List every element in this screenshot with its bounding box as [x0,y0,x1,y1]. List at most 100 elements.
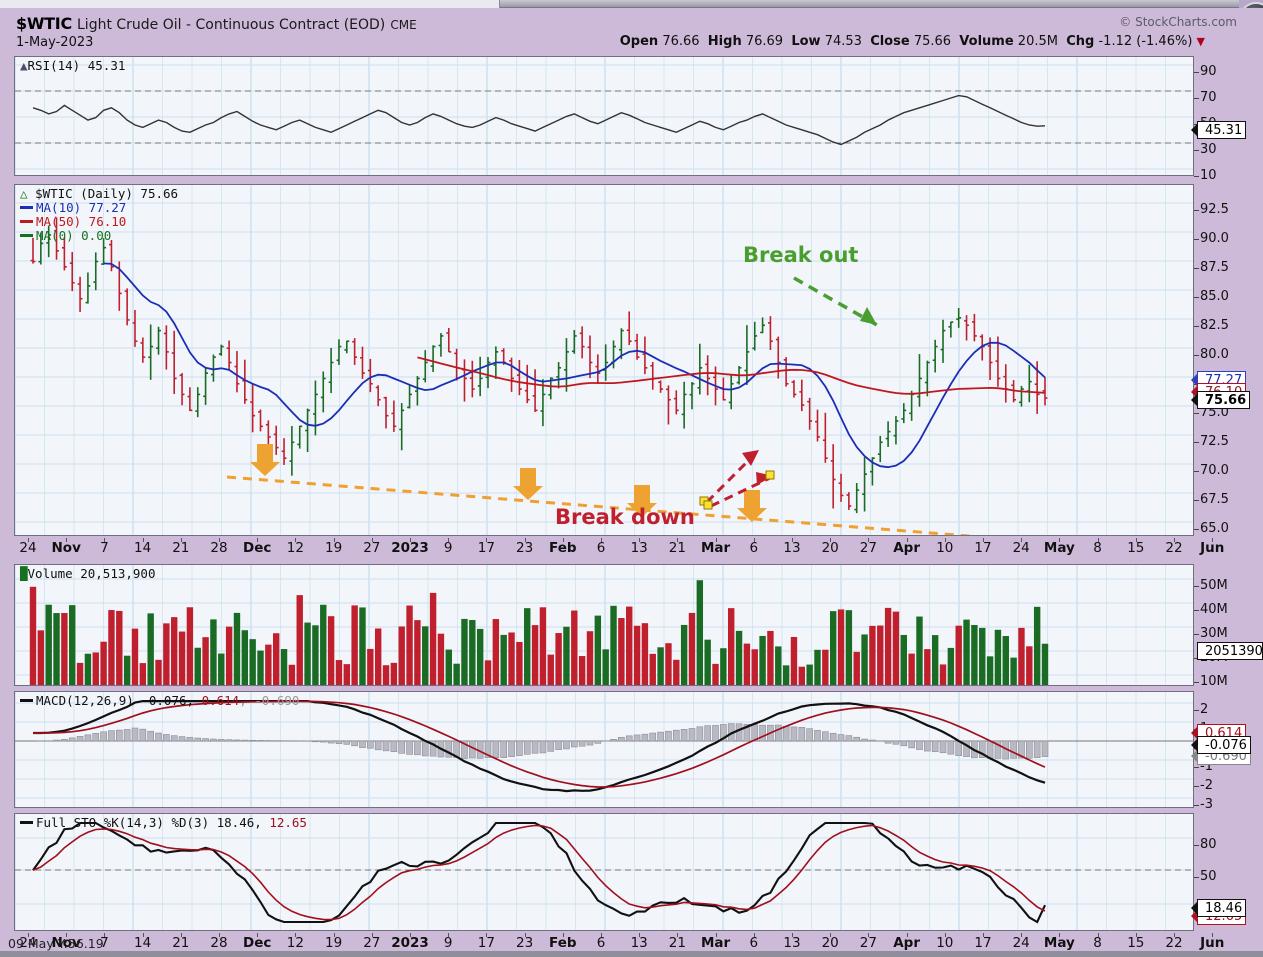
sto-legend-d: 12.65 [269,815,307,830]
quote-low-label: Low [791,34,820,49]
price-sparkline-icon: △ [20,186,28,201]
date-label-apr: Apr [893,935,920,951]
annotation-break-down[interactable]: Break down [555,505,695,529]
quote-chg-value: -1.12 (-1.46%) [1098,34,1192,49]
price-tick-80.0: 80.0 [1200,347,1229,362]
volume-panel[interactable]: █Volume 20,513,900 [14,564,1194,686]
date-label-2023: 2023 [391,540,429,556]
date-label-apr: Apr [893,540,920,556]
sto-legend: Full STO %K(14,3) %D(3) 18.46, 12.65 [20,816,307,830]
date-label-22: 22 [1165,540,1182,556]
ma0-legend: MA(0) 0.00 [36,228,111,243]
date-label-7: 7 [100,540,109,556]
date-label-mar: Mar [701,935,730,951]
chart-header: $WTIC Light Crude Oil - Continuous Contr… [16,14,417,33]
date-label-mar: Mar [701,540,730,556]
vol-tick-50m: 50M [1200,578,1228,593]
date-label-8: 8 [1093,540,1102,556]
quote-high-label: High [708,34,742,49]
date-label-dec: Dec [243,540,271,556]
macd-tick-m2: -2 [1200,778,1213,793]
price-tick-67.5: 67.5 [1200,492,1229,507]
price-tick-72.5: 72.5 [1200,434,1229,449]
date-label-14: 14 [134,540,151,556]
macd-legend-signal: 0.614 [202,693,240,708]
date-label-may: May [1044,935,1075,951]
price-tick-65.0: 65.0 [1200,521,1229,536]
date-label-27: 27 [860,540,877,556]
macd-legend-hist: , -0.690 [239,693,299,708]
date-label-17: 17 [974,540,991,556]
rsi-tick-30: 30 [1200,142,1217,157]
price-panel[interactable]: △ $WTIC (Daily) 75.66 MA(10) 77.27 MA(50… [14,184,1194,536]
sto-k-box: 18.46 [1197,899,1246,917]
vol-tick-30m: 30M [1200,626,1228,641]
date-label-jun: Jun [1200,540,1224,556]
price-tick-92.5: 92.5 [1200,202,1229,217]
chart-sheet: $WTIC Light Crude Oil - Continuous Contr… [0,8,1263,951]
symbol-exchange: CME [390,18,416,32]
ma50-swatch-icon [20,220,33,223]
date-label-24: 24 [1013,935,1030,951]
stochastics-y-axis: 80 50 20 12.65 18.46 [1194,813,1258,931]
rsi-legend-text: RSI(14) 45.31 [28,58,126,73]
volume-value-box: 20513900 [1197,642,1263,660]
symbol-name: Light Crude Oil - Continuous Contract (E… [77,17,385,33]
annotation-break-out[interactable]: Break out [743,243,858,267]
quote-close-label: Close [870,34,909,49]
rsi-tick-70: 70 [1200,90,1217,105]
date-label-13: 13 [631,540,648,556]
date-label-28: 28 [210,935,227,951]
date-label-22: 22 [1165,935,1182,951]
price-tick-70.0: 70.0 [1200,463,1229,478]
date-label-17: 17 [974,935,991,951]
ma10-swatch-icon [20,206,33,209]
date-label-feb: Feb [549,935,577,951]
date-label-27: 27 [363,935,380,951]
volume-y-axis: 50M 40M 30M 20M 10M 20513900 [1194,564,1258,686]
rsi-sparkline-icon: ▲ [20,58,28,73]
date-label-19: 19 [325,540,342,556]
macd-legend-main: MACD(12,26,9) -0.076, [36,693,194,708]
date-label-15: 15 [1127,935,1144,951]
stochastics-panel[interactable]: Full STO %K(14,3) %D(3) 18.46, 12.65 [14,813,1194,931]
date-label-23: 23 [516,935,533,951]
date-label-23: 23 [516,540,533,556]
chg-down-arrow-icon: ▼ [1197,35,1205,48]
date-label-dec: Dec [243,935,271,951]
date-label-2023: 2023 [391,935,429,951]
rsi-panel[interactable]: ▲RSI(14) 45.31 [14,56,1194,176]
date-label-28: 28 [210,540,227,556]
date-label-17: 17 [478,935,495,951]
date-label-may: May [1044,540,1075,556]
date-label-13: 13 [783,540,800,556]
quote-low-value: 74.53 [825,34,862,49]
price-tick-82.5: 82.5 [1200,318,1229,333]
date-label-21: 21 [172,540,189,556]
vol-tick-40m: 40M [1200,602,1228,617]
sto-tick-80: 80 [1200,837,1217,852]
symbol-ticker: $WTIC [16,14,72,33]
date-label-nov: Nov [52,540,81,556]
ma10-legend: MA(10) 77.27 [36,200,126,215]
quote-bar: Open 76.66 High 76.69 Low 74.53 Close 75… [620,34,1205,49]
macd-panel[interactable]: MACD(12,26,9) -0.076, 0.614, -0.690 [14,691,1194,808]
macd-swatch-icon [20,699,33,702]
date-label-10: 10 [936,540,953,556]
quote-volume-value: 20.5M [1018,34,1058,49]
date-label-6: 6 [750,540,759,556]
vol-tick-10m: 10M [1200,674,1228,689]
date-label-13: 13 [631,935,648,951]
date-label-9: 9 [444,935,453,951]
price-tick-87.5: 87.5 [1200,260,1229,275]
volume-bars-icon: █ [20,566,28,581]
date-label-15: 15 [1127,540,1144,556]
rsi-legend: ▲RSI(14) 45.31 [20,59,125,73]
date-label-9: 9 [444,540,453,556]
macd-value-box: -0.076 [1197,736,1251,754]
browser-tabstrip[interactable] [0,0,500,8]
quote-chg-label: Chg [1066,34,1094,49]
macd-tick-2: 2 [1200,702,1208,717]
